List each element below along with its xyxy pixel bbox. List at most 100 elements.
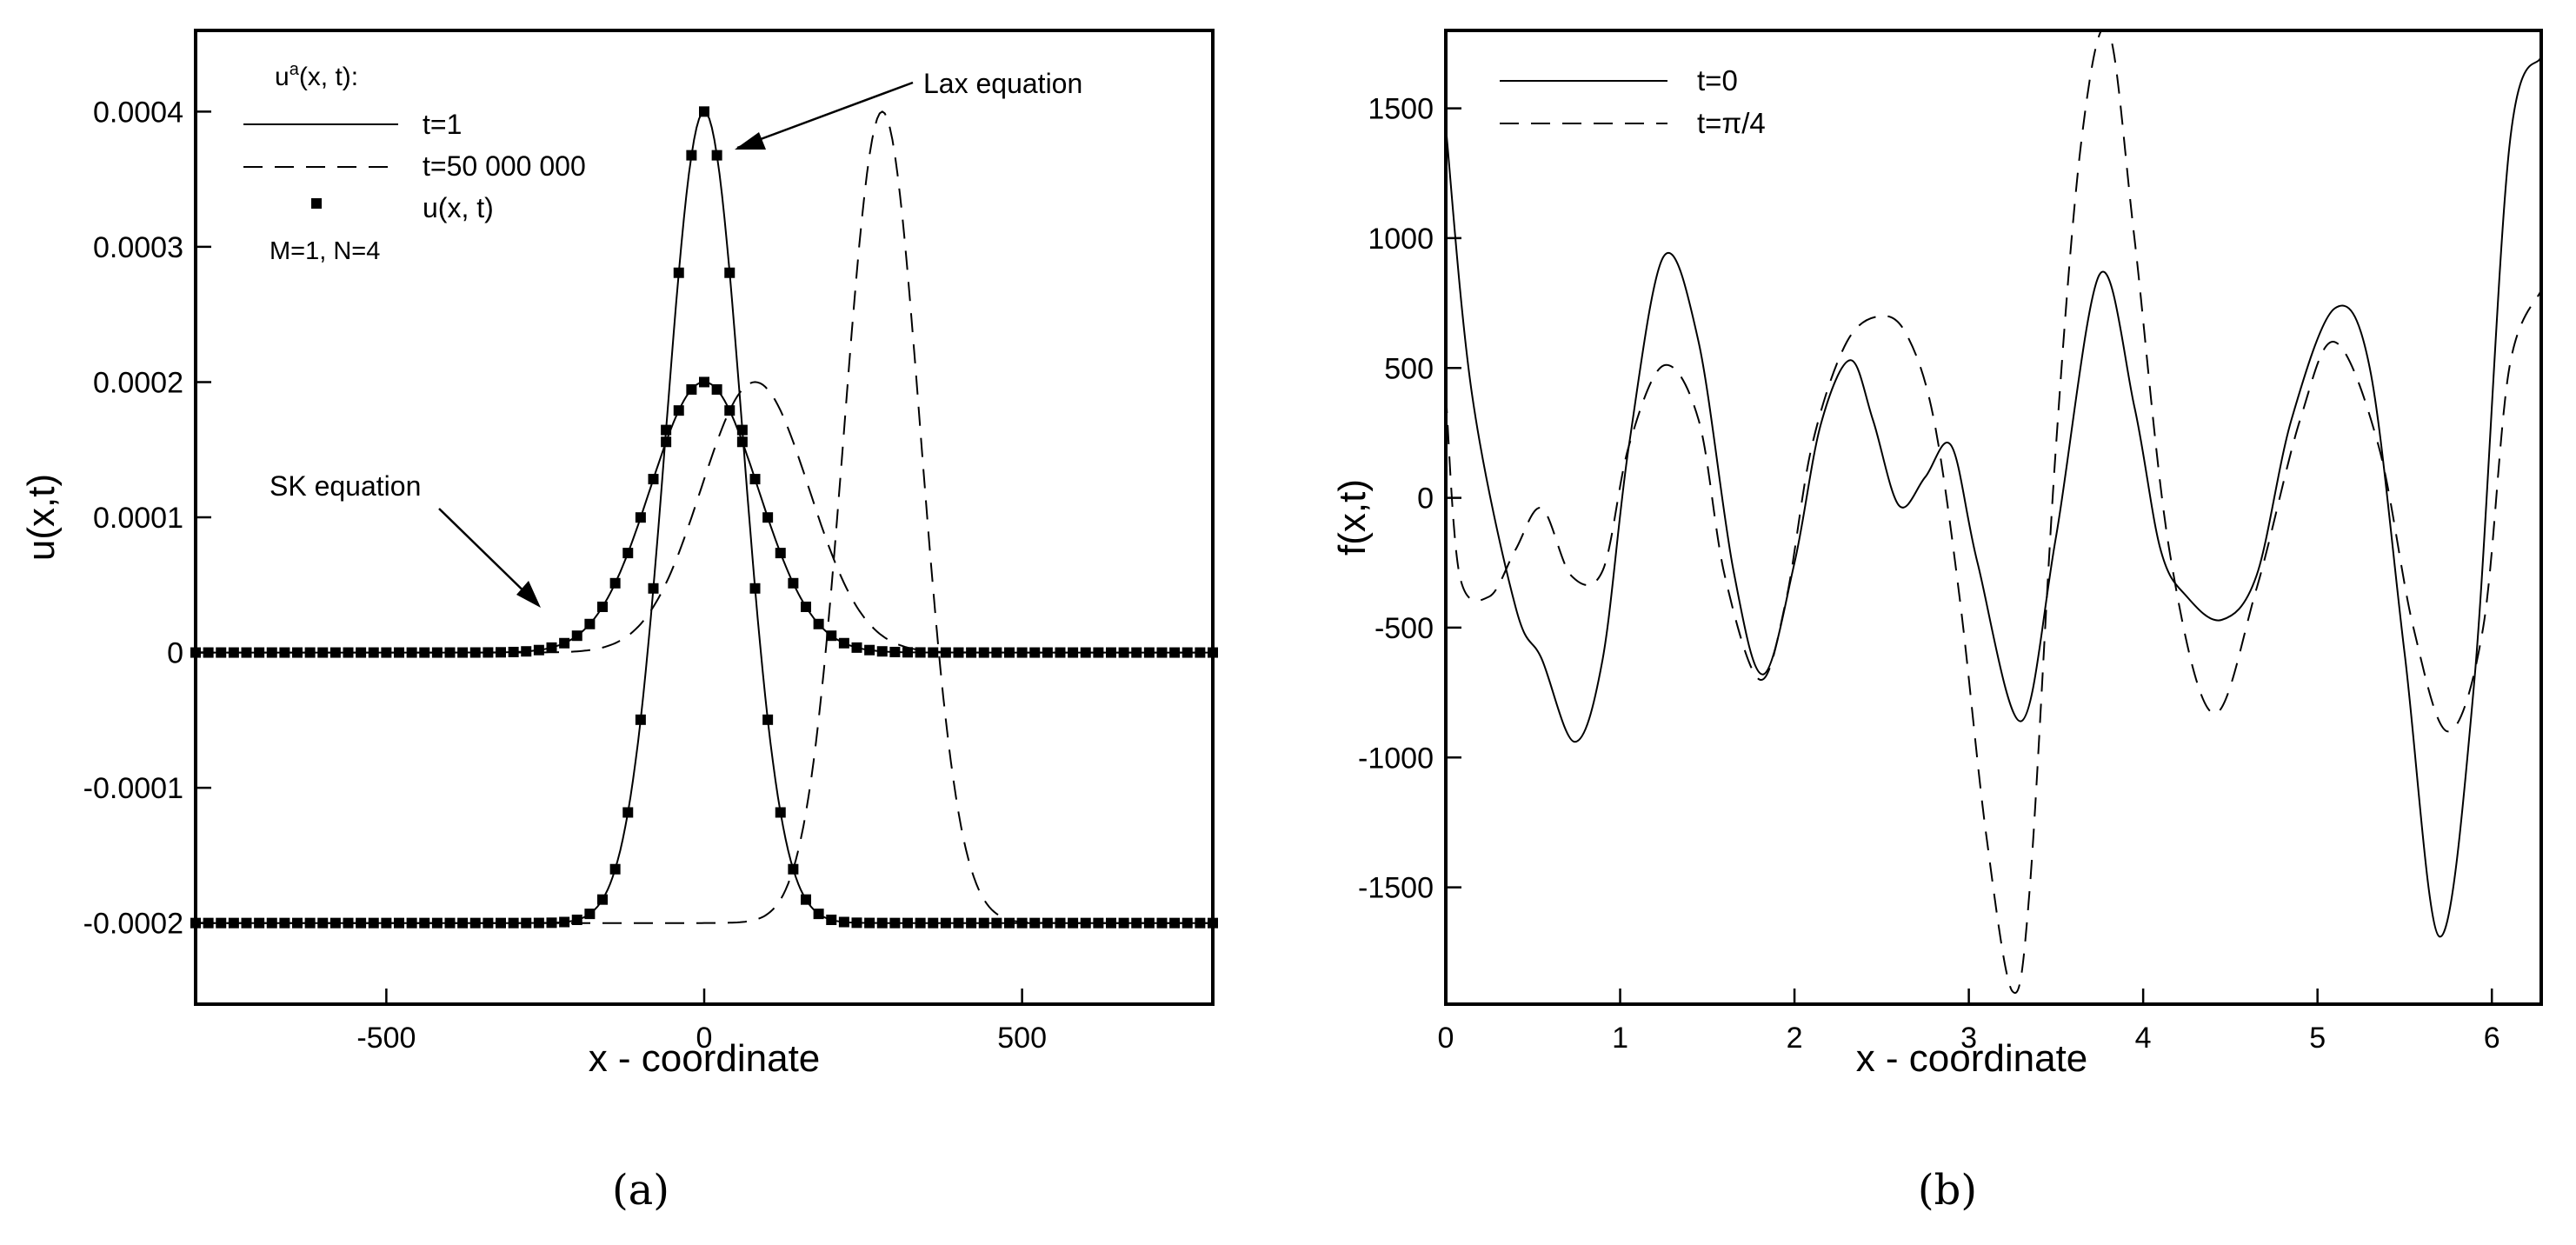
- panel-a-marker-point: [368, 647, 379, 658]
- panel-a-marker-point: [431, 647, 443, 658]
- panel-a-marker-point: [254, 647, 265, 658]
- panel-b-x-tick-label: 5: [2309, 1022, 2326, 1055]
- panel-a-marker-point: [953, 647, 964, 658]
- panel-a-marker-point: [317, 917, 329, 929]
- panel-b-plot-frame: [1444, 29, 2543, 1006]
- panel-a-plot-frame: [194, 29, 1215, 1006]
- panel-b-legend-entry-tpi4: t=π/4: [1697, 107, 1766, 139]
- panel-b-legend-entry-t0: t=0: [1697, 64, 1738, 97]
- panel-a-marker-point: [533, 917, 544, 929]
- panel-a-marker-point: [1016, 647, 1028, 658]
- panel-a-marker-point: [584, 618, 596, 629]
- panel-a-marker-point: [1143, 917, 1155, 929]
- panel-a-marker-point: [1156, 647, 1168, 658]
- panel-a-marker-point: [597, 894, 608, 905]
- panel-a-y-tick-label: 0.0004: [93, 96, 183, 129]
- panel-a-marker-point: [533, 644, 544, 656]
- panel-a-marker-point: [876, 917, 888, 929]
- panel-a-legend-entry-numeric: u(x, t): [423, 192, 494, 223]
- panel-a-marker-point: [546, 917, 557, 929]
- panel-a-marker-point: [508, 646, 519, 657]
- panel-a-marker-point: [1080, 917, 1091, 929]
- panel-a-marker-point: [419, 647, 430, 658]
- panel-a-marker-point: [394, 917, 404, 929]
- panel-a-marker-point: [699, 106, 709, 117]
- panel-a-marker-point: [928, 917, 939, 929]
- panel-a-marker-point: [444, 917, 456, 929]
- panel-a-marker-point: [356, 917, 367, 929]
- panel-a-marker-point: [216, 647, 227, 658]
- panel-a-marker-point: [1004, 917, 1015, 929]
- panel-a-y-tick-label: 0.0002: [93, 366, 183, 399]
- panel-a-marker-point: [368, 917, 379, 929]
- panel-a-marker-point: [292, 647, 303, 658]
- panel-a-marker-point: [457, 647, 469, 658]
- panel-b-y-axis-label: f(x,t): [1331, 479, 1374, 556]
- panel-a-marker-point: [902, 647, 913, 658]
- panel-a-marker-point: [241, 917, 252, 929]
- panel-a-marker-point: [1156, 917, 1168, 929]
- panel-a-marker-point: [394, 647, 404, 658]
- panel-a-marker-point: [711, 150, 722, 161]
- panel-a-marker-point: [559, 637, 570, 649]
- panel-a-y-tick-label: 0.0003: [93, 231, 183, 264]
- panel-a-marker-point: [584, 909, 596, 920]
- panel-b-y-tick-label: -1000: [1358, 742, 1434, 775]
- panel-a-marker-point: [279, 647, 290, 658]
- panel-a-marker-point: [343, 917, 354, 929]
- panel-a-marker-point: [1143, 647, 1155, 658]
- panel-a-marker-point: [279, 917, 290, 929]
- panel-a-legend-marker-swatch: [311, 198, 322, 209]
- panel-a-marker-point: [635, 714, 646, 725]
- panel-b-y-tick-label: 500: [1384, 352, 1434, 385]
- panel-a-marker-point: [1169, 647, 1181, 658]
- panel-a-marker-point: [1093, 917, 1104, 929]
- panel-a-marker-point: [661, 424, 672, 436]
- panel-a-marker-point: [749, 583, 761, 594]
- panel-a-marker-point: [749, 474, 761, 485]
- panel-a-marker-point: [356, 647, 367, 658]
- panel-a-marker-point: [648, 474, 659, 485]
- panel-a-marker-point: [609, 863, 621, 875]
- panel-b-x-axis-label: x - coordinate: [1856, 1037, 2088, 1080]
- panel-a-marker-point: [736, 424, 748, 436]
- panel-a-marker-point: [406, 647, 417, 658]
- panel-a-series-markers: [190, 376, 1218, 658]
- panel-a-marker-point: [419, 917, 430, 929]
- panel-b-series-t-pi-over-4: [1446, 30, 2541, 994]
- panel-a-y-tick-label: -0.0002: [83, 908, 183, 941]
- panel-a-marker-point: [661, 436, 672, 448]
- panel-a-marker-point: [762, 714, 774, 725]
- panel-a-marker-point: [1029, 917, 1041, 929]
- panel-b-series-t0: [1446, 56, 2541, 938]
- panel-a-marker-point: [1181, 917, 1193, 929]
- panel-a-marker-point: [1181, 647, 1193, 658]
- panel-a-marker-point: [266, 647, 277, 658]
- panel-a-legend-note: M=1, N=4: [270, 237, 380, 265]
- panel-a-marker-point: [1195, 917, 1206, 929]
- panel-a-caption: (a): [612, 1166, 669, 1215]
- panel-b-axes: 0 1 2 3 4 5 6 -1500 -1000 -500 0 500 1000 1500: [1358, 93, 2500, 1055]
- panel-a-marker-point: [228, 647, 239, 658]
- panel-a-marker-point: [673, 405, 684, 416]
- panel-a-marker-point: [1106, 647, 1116, 658]
- panel-a-marker-point: [1195, 647, 1206, 658]
- panel-a-marker-point: [991, 917, 1002, 929]
- panel-a-x-tick-label: 500: [997, 1022, 1047, 1055]
- panel-a-marker-point: [915, 647, 926, 658]
- panel-a-marker-point: [978, 917, 989, 929]
- annotation-lax-arrow: [736, 81, 914, 150]
- panel-a-marker-point: [648, 583, 659, 594]
- panel-a-marker-point: [304, 647, 316, 658]
- panel-a-marker-point: [788, 863, 799, 875]
- panel-b-x-tick-label: 2: [1787, 1022, 1803, 1055]
- panel-a-marker-point: [940, 917, 951, 929]
- panel-b: 0 1 2 3 4 5 6 -1500 -1000 -500 0 500 1000 1500 t=0 t=…: [1331, 29, 2543, 1215]
- panel-a-marker-point: [838, 916, 849, 928]
- panel-a-marker-point: [622, 807, 634, 818]
- panel-a-marker-point: [431, 917, 443, 929]
- panel-a-marker-point: [851, 917, 862, 929]
- panel-a-marker-point: [266, 917, 277, 929]
- annotation-lax-arrowhead: [735, 132, 766, 150]
- panel-a-marker-point: [457, 917, 469, 929]
